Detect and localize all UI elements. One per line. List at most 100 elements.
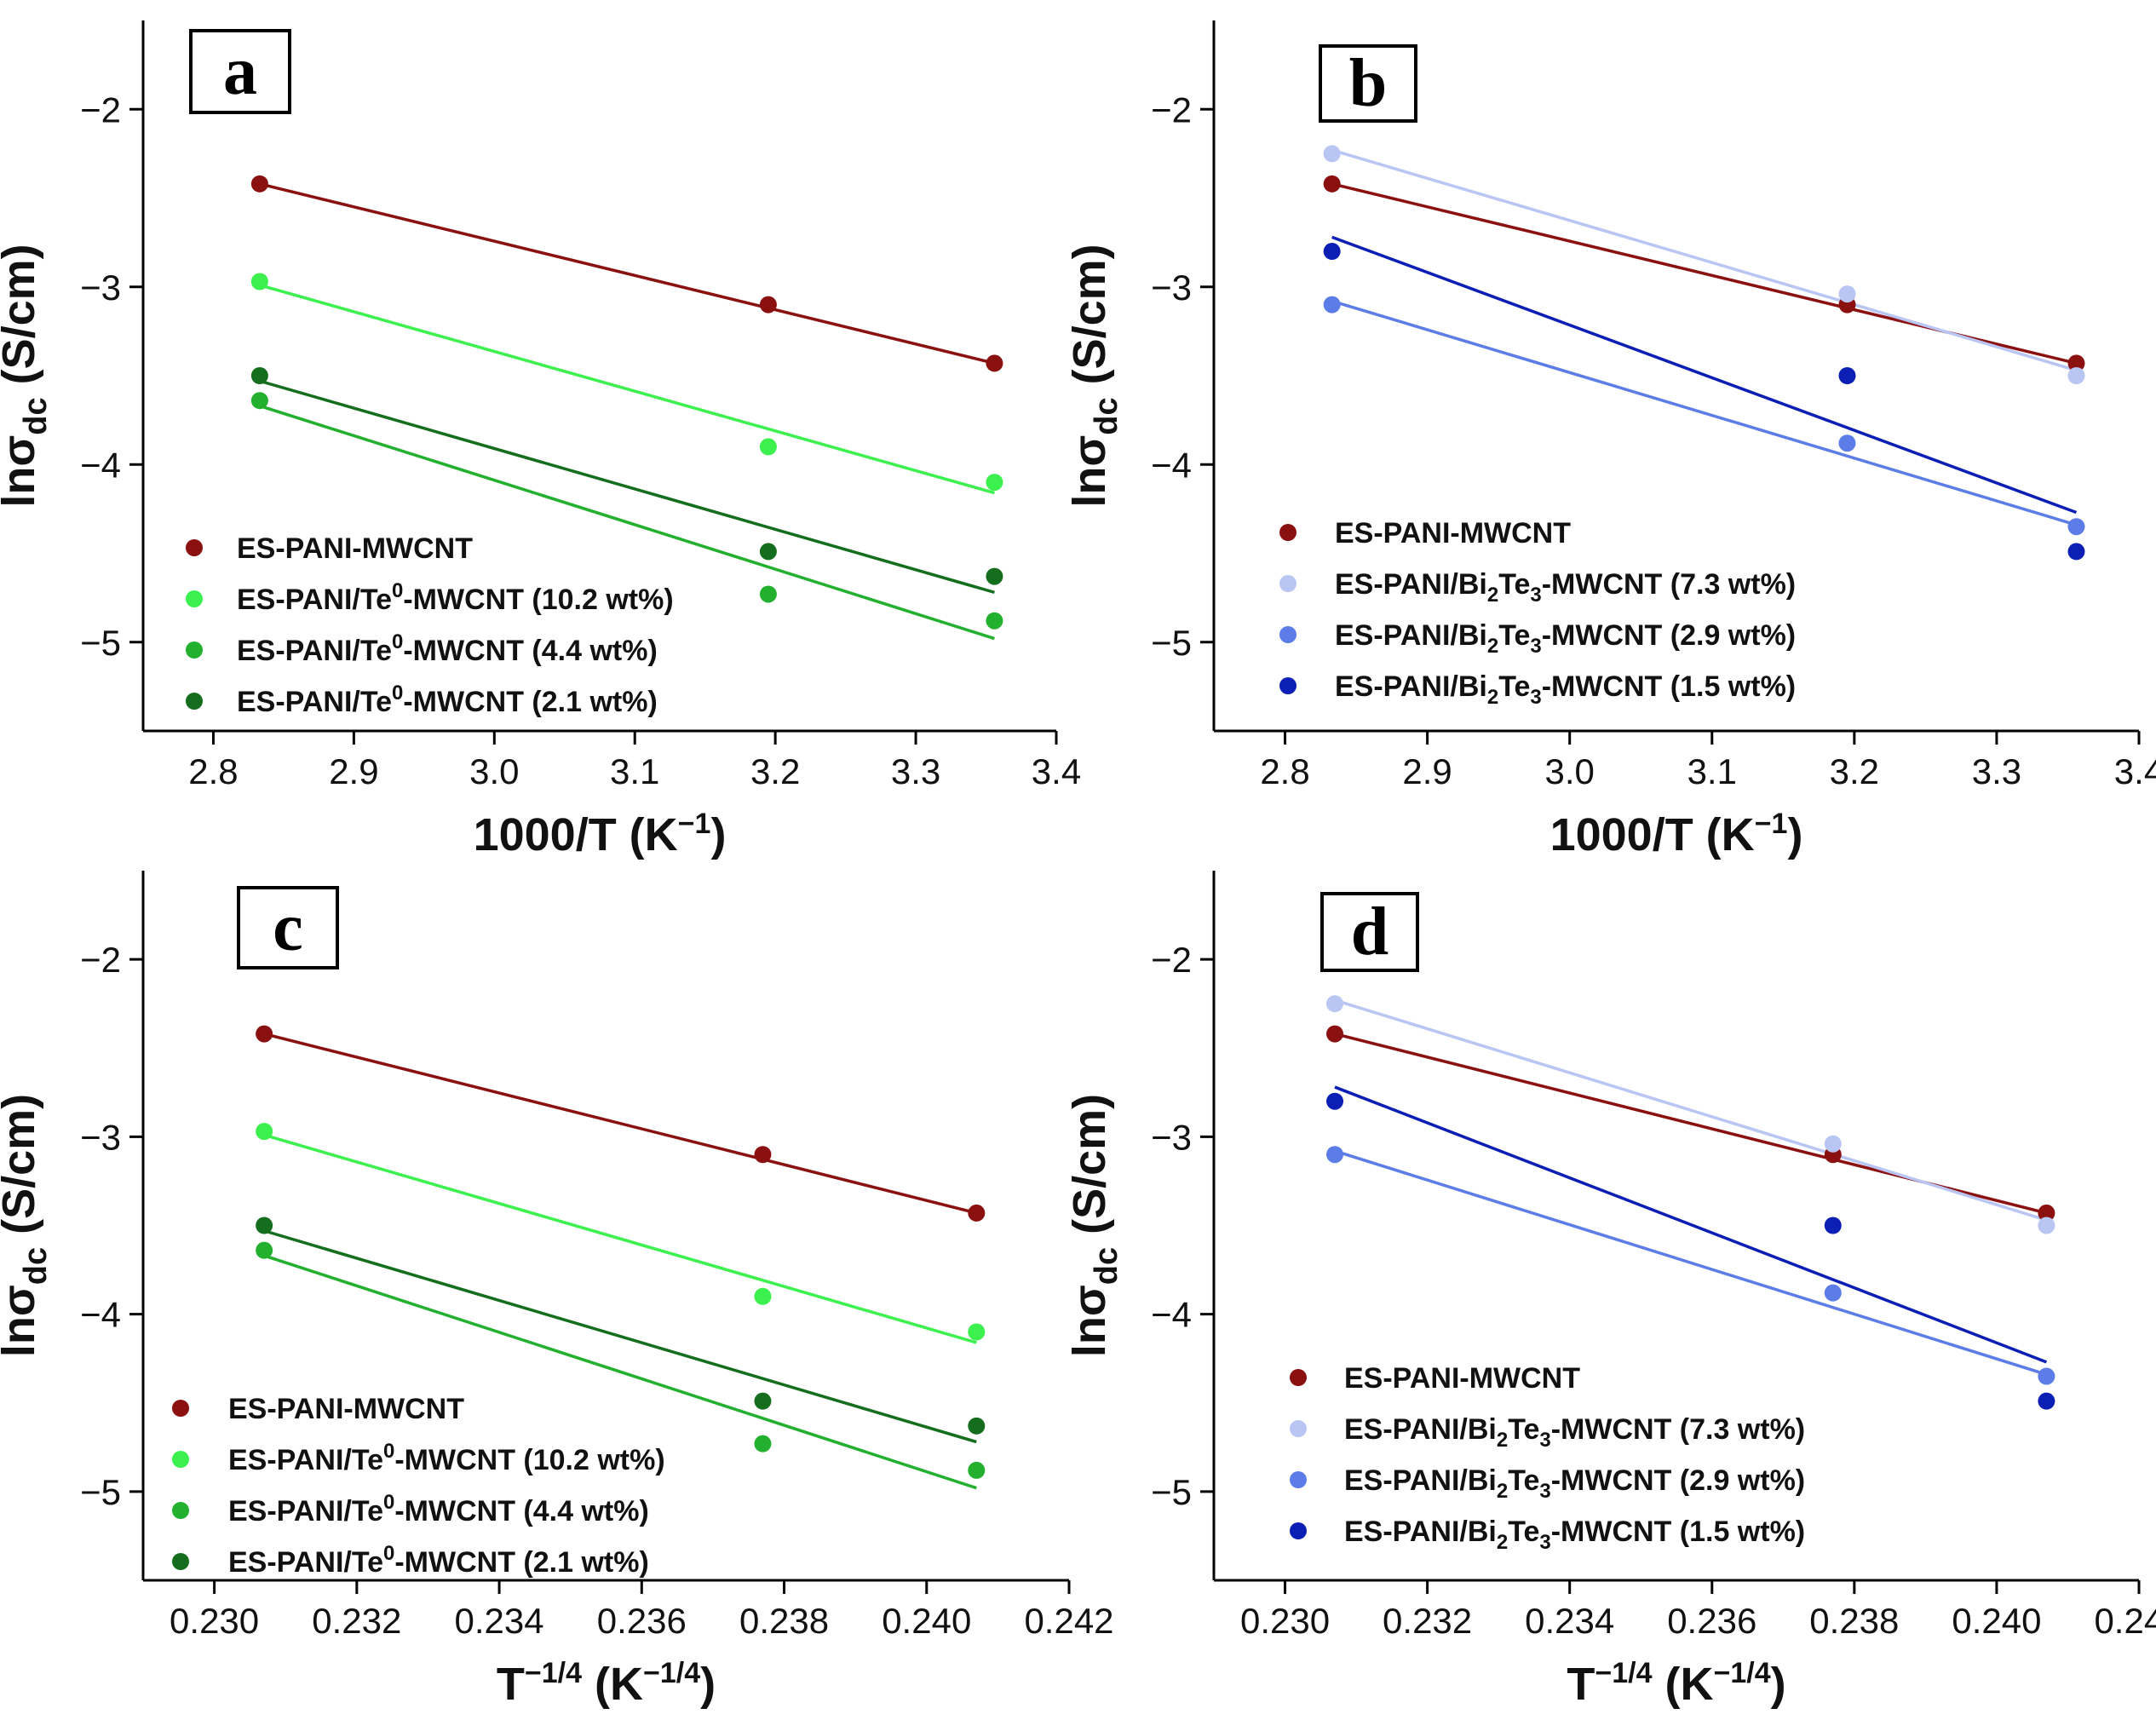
x-tick-label: 0.236 — [597, 1601, 687, 1641]
x-tick-label: 3.4 — [1032, 751, 1081, 791]
data-point — [256, 1025, 273, 1043]
data-point — [2038, 1367, 2055, 1385]
x-tick-label: 3.1 — [1687, 751, 1737, 791]
data-point — [1838, 285, 1856, 303]
data-point — [986, 474, 1003, 492]
data-point — [759, 543, 777, 561]
legend-marker — [1290, 1369, 1307, 1386]
fit-line — [259, 404, 995, 641]
data-point — [968, 1204, 986, 1222]
legend: ES-PANI-MWCNT ES-PANI/Bi2Te3-MWCNT (7.3 w… — [1279, 517, 1796, 709]
y-tick-label: −4 — [1151, 1295, 1192, 1335]
legend-label: ES-PANI-MWCNT — [1335, 517, 1571, 549]
data-point — [2067, 543, 2085, 561]
fit-line — [1331, 148, 2077, 372]
panel-letter-box — [1319, 44, 1417, 123]
y-axis-title: lnσdc (S/cm) — [0, 1094, 54, 1357]
y-tick-label: −3 — [1151, 1117, 1192, 1157]
x-tick-label: 0.238 — [1809, 1601, 1899, 1641]
data-point — [250, 273, 268, 291]
fit-line — [263, 1254, 977, 1490]
y-axis-title: lnσdc (S/cm) — [1064, 1094, 1124, 1357]
data-point — [1824, 1135, 1842, 1153]
y-tick-label: −3 — [80, 1117, 121, 1157]
legend-label: ES-PANI/Bi2Te3-MWCNT (7.3 wt%) — [1335, 568, 1796, 607]
fit-line — [1334, 998, 2047, 1222]
data-point — [759, 438, 777, 456]
data-point — [2038, 1217, 2055, 1234]
x-axis-title: T−1/4 (K−1/4) — [497, 1657, 716, 1710]
x-tick-label: 0.240 — [882, 1601, 971, 1641]
panel-letter: c — [273, 890, 303, 965]
legend-marker — [1279, 626, 1296, 643]
y-tick-label: −4 — [80, 1295, 121, 1335]
data-point — [2067, 354, 2085, 372]
data-point — [986, 567, 1003, 585]
x-tick-label: 0.234 — [1525, 1601, 1614, 1641]
y-tick-label: −3 — [1151, 267, 1192, 308]
fit-line — [1334, 1149, 2047, 1377]
data-point — [1824, 1284, 1842, 1302]
y-tick-label: −5 — [80, 1472, 121, 1512]
legend: ES-PANI-MWCNT ES-PANI/Te0-MWCNT (10.2 wt%… — [172, 1393, 665, 1579]
y-tick-label: −5 — [80, 623, 121, 663]
fit-line — [263, 1133, 977, 1344]
legend-marker — [1279, 524, 1296, 541]
data-point — [2067, 367, 2085, 384]
data-point — [256, 1241, 273, 1259]
legend-label: ES-PANI/Te0-MWCNT (10.2 wt%) — [228, 1440, 665, 1476]
legend-marker — [1290, 1471, 1307, 1488]
y-tick-label: −2 — [1151, 89, 1192, 129]
legend-marker — [1279, 677, 1296, 694]
data-point — [754, 1146, 772, 1164]
x-tick-label: 3.2 — [750, 751, 800, 791]
x-tick-label: 0.232 — [1383, 1601, 1472, 1641]
legend-label: ES-PANI/Bi2Te3-MWCNT (1.5 wt%) — [1335, 670, 1796, 709]
panel-letter-box — [1320, 892, 1419, 972]
x-tick-label: 3.3 — [891, 751, 940, 791]
y-tick-label: −2 — [80, 89, 121, 129]
x-tick-label: 3.0 — [1544, 751, 1594, 791]
x-tick-label: 2.8 — [188, 751, 238, 791]
legend-label: ES-PANI-MWCNT — [1344, 1362, 1580, 1395]
x-axis-title: T−1/4 (K−1/4) — [1567, 1657, 1785, 1710]
panel-b: 2.8 2.9 3.0 3.1 3.2 3.3 3.4 −2 −3 −4 −5 1000/T (K−1… — [1064, 20, 2156, 860]
legend-marker — [172, 1400, 189, 1417]
legend-marker — [186, 590, 203, 607]
fit-line — [259, 283, 995, 495]
fit-line — [259, 182, 995, 365]
data-point — [250, 367, 268, 384]
legend-label: ES-PANI/Bi2Te3-MWCNT (7.3 wt%) — [1344, 1413, 1805, 1452]
data-point — [1326, 995, 1344, 1013]
x-tick-label: 2.9 — [329, 751, 378, 791]
data-point — [1326, 1092, 1344, 1110]
x-axis-title: 1000/T (K−1) — [1550, 808, 1803, 860]
data-point — [1323, 296, 1341, 314]
data-point — [968, 1323, 986, 1341]
x-tick-label: 0.232 — [312, 1601, 401, 1641]
data-point — [1323, 175, 1341, 193]
data-point — [754, 1392, 772, 1410]
x-tick-label: 0.230 — [1240, 1601, 1330, 1641]
data-point — [754, 1287, 772, 1305]
legend-marker — [186, 641, 203, 659]
x-tick-label: 3.0 — [469, 751, 519, 791]
y-axis-title: lnσdc (S/cm) — [0, 244, 54, 507]
data-point — [986, 354, 1003, 372]
legend-marker — [1279, 575, 1296, 592]
data-point — [250, 392, 268, 410]
legend-label: ES-PANI/Bi2Te3-MWCNT (2.9 wt%) — [1335, 619, 1796, 658]
panel-letter: d — [1351, 895, 1389, 969]
fit-line — [263, 1229, 977, 1444]
data-point — [1326, 1025, 1344, 1043]
panel-c: 0.230 0.232 0.234 0.236 0.238 0.240 0.242 −2 −3 −… — [0, 871, 1114, 1710]
data-point — [1838, 434, 1856, 452]
x-tick-label: 0.236 — [1667, 1601, 1756, 1641]
panel-letter-box — [237, 886, 339, 969]
x-tick-label: 3.2 — [1830, 751, 1879, 791]
legend-marker — [1290, 1522, 1307, 1539]
y-tick-label: −5 — [1151, 623, 1192, 663]
legend-label: ES-PANI-MWCNT — [228, 1393, 464, 1425]
x-tick-label: 0.242 — [2094, 1601, 2156, 1641]
